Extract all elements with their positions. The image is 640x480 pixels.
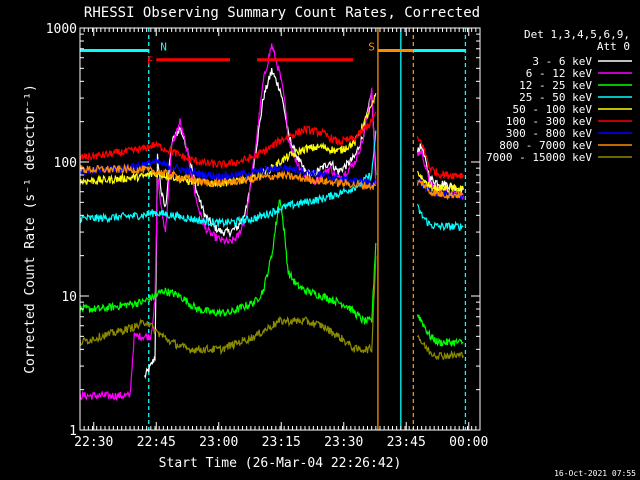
legend-label-1: 6 - 12 keV <box>526 67 593 80</box>
footer-timestamp: 16-Oct-2021 07:55 <box>554 469 636 478</box>
x-tick-label-0: 22:30 <box>74 435 113 450</box>
legend-subtitle: Att 0 <box>597 40 630 53</box>
legend-title: Det 1,3,4,5,6,9, <box>524 28 630 41</box>
x-tick-label-2: 23:00 <box>199 435 238 450</box>
legend-label-4: 50 - 100 keV <box>513 103 593 116</box>
y-tick-label-1: 10 <box>61 290 77 305</box>
legend-label-3: 25 - 50 keV <box>519 91 592 104</box>
series-line-5 <box>80 111 464 180</box>
series-line-7 <box>80 163 464 201</box>
annotation-label-0: N <box>160 40 167 53</box>
series-line-3 <box>80 130 464 232</box>
y-tick-label-3: 1000 <box>46 22 77 37</box>
x-tick-label-4: 23:30 <box>324 435 363 450</box>
legend-label-0: 3 - 6 keV <box>532 55 592 68</box>
legend-label-7: 800 - 7000 keV <box>499 139 592 152</box>
chart-title: RHESSI Observing Summary Count Rates, Co… <box>84 5 480 21</box>
x-tick-label-6: 00:00 <box>449 435 488 450</box>
legend-label-5: 100 - 300 keV <box>506 115 592 128</box>
series-line-8 <box>80 255 464 361</box>
x-axis-label: Start Time (26-Mar-04 22:26:42) <box>159 456 402 471</box>
y-axis-label: Corrected Count Rate (s⁻¹ detector⁻¹) <box>23 84 38 374</box>
legend-label-8: 7000 - 15000 keV <box>486 151 592 164</box>
annotation-label-1: F <box>147 55 154 68</box>
annotation-label-2: S <box>368 40 375 53</box>
y-tick-label-0: 1 <box>69 424 77 439</box>
x-tick-label-3: 23:15 <box>262 435 301 450</box>
x-tick-label-1: 22:45 <box>137 435 176 450</box>
y-tick-label-2: 100 <box>54 156 77 171</box>
series-line-2 <box>80 199 464 347</box>
x-tick-label-5: 23:45 <box>387 435 426 450</box>
legend-label-2: 12 - 25 keV <box>519 79 592 92</box>
legend-label-6: 300 - 800 keV <box>506 127 592 140</box>
